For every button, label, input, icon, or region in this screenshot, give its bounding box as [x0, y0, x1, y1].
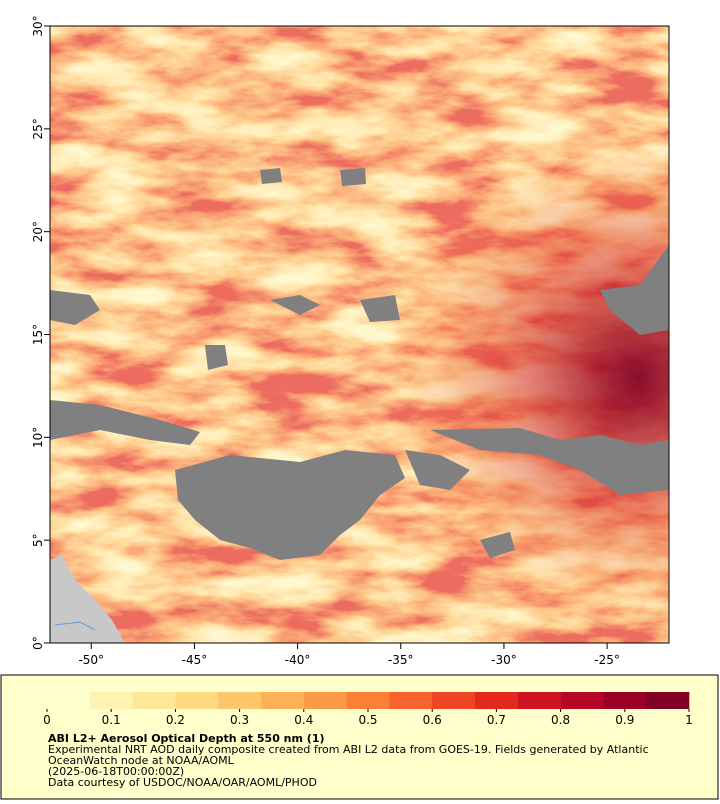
river	[54, 621, 96, 631]
legend-line: Experimental NRT AOD daily composite cre…	[48, 743, 649, 756]
colorbar-tick-label: 0.5	[358, 713, 377, 727]
y-tick-label: 0°	[31, 636, 45, 650]
y-tick-label: 20°	[31, 221, 45, 242]
x-tick-label: -25°	[594, 653, 620, 667]
colorbar-swatch	[89, 692, 133, 709]
x-tick-label: -50°	[78, 653, 104, 667]
colorbar-swatch	[346, 692, 390, 709]
colorbar-swatch	[132, 692, 176, 709]
no-data	[50, 168, 669, 560]
aod-plume	[50, 26, 669, 643]
y-tick-label: 15°	[31, 324, 45, 345]
legend-line: OceanWatch node at NOAA/AOML	[48, 754, 235, 767]
colorbar-swatch	[261, 692, 305, 709]
colorbar-tick-label: 0.3	[230, 713, 249, 727]
colorbar-tick-label: 0.4	[294, 713, 313, 727]
x-tick-label: -30°	[491, 653, 517, 667]
colorbar-tick-label: 0	[43, 713, 51, 727]
colorbar-swatch	[475, 692, 519, 709]
x-tick-label: -45°	[182, 653, 208, 667]
legend-title: ABI L2+ Aerosol Optical Depth at 550 nm …	[48, 732, 325, 745]
colorbar-swatch	[432, 692, 476, 709]
colorbar-swatch	[175, 692, 219, 709]
map-area	[49, 25, 670, 644]
colorbar-swatch	[603, 692, 647, 709]
colorbar-swatch	[47, 692, 91, 709]
colorbar: 0 0.1 0.2 0.3 0.4 0.5 0.6 0.7 0.8 0.9 1	[43, 692, 693, 727]
legend-line: Data courtesy of USDOC/NOAA/OAR/AOML/PHO…	[48, 776, 317, 789]
colorbar-swatch	[517, 692, 561, 709]
axes: -50° -45° -40° -35° -30° -25° 0° 5° 10° 15° 20° 25°…	[31, 15, 620, 667]
colorbar-tick-label: 0.2	[166, 713, 185, 727]
legend-line: (2025-06-18T00:00:00Z)	[48, 765, 184, 778]
y-tick-label: 5°	[31, 533, 45, 547]
colorbar-swatch	[646, 692, 690, 709]
colorbar-tick-label: 0.8	[551, 713, 570, 727]
colorbar-tick-label: 0.1	[102, 713, 121, 727]
colorbar-swatch	[218, 692, 262, 709]
colorbar-tick-label: 0.9	[615, 713, 634, 727]
colorbar-swatch	[389, 692, 433, 709]
colorbar-swatch	[303, 692, 347, 709]
y-tick-label: 25°	[31, 118, 45, 139]
x-tick-label: -35°	[388, 653, 414, 667]
colorbar-tick-label: 0.7	[487, 713, 506, 727]
land	[50, 555, 125, 643]
y-tick-label: 10°	[31, 427, 45, 448]
colorbar-tick-label: 0.6	[423, 713, 442, 727]
x-tick-label: -40°	[285, 653, 311, 667]
colorbar-swatch	[560, 692, 604, 709]
y-tick-label: 30°	[31, 15, 45, 36]
colorbar-tick-label: 1	[685, 713, 693, 727]
